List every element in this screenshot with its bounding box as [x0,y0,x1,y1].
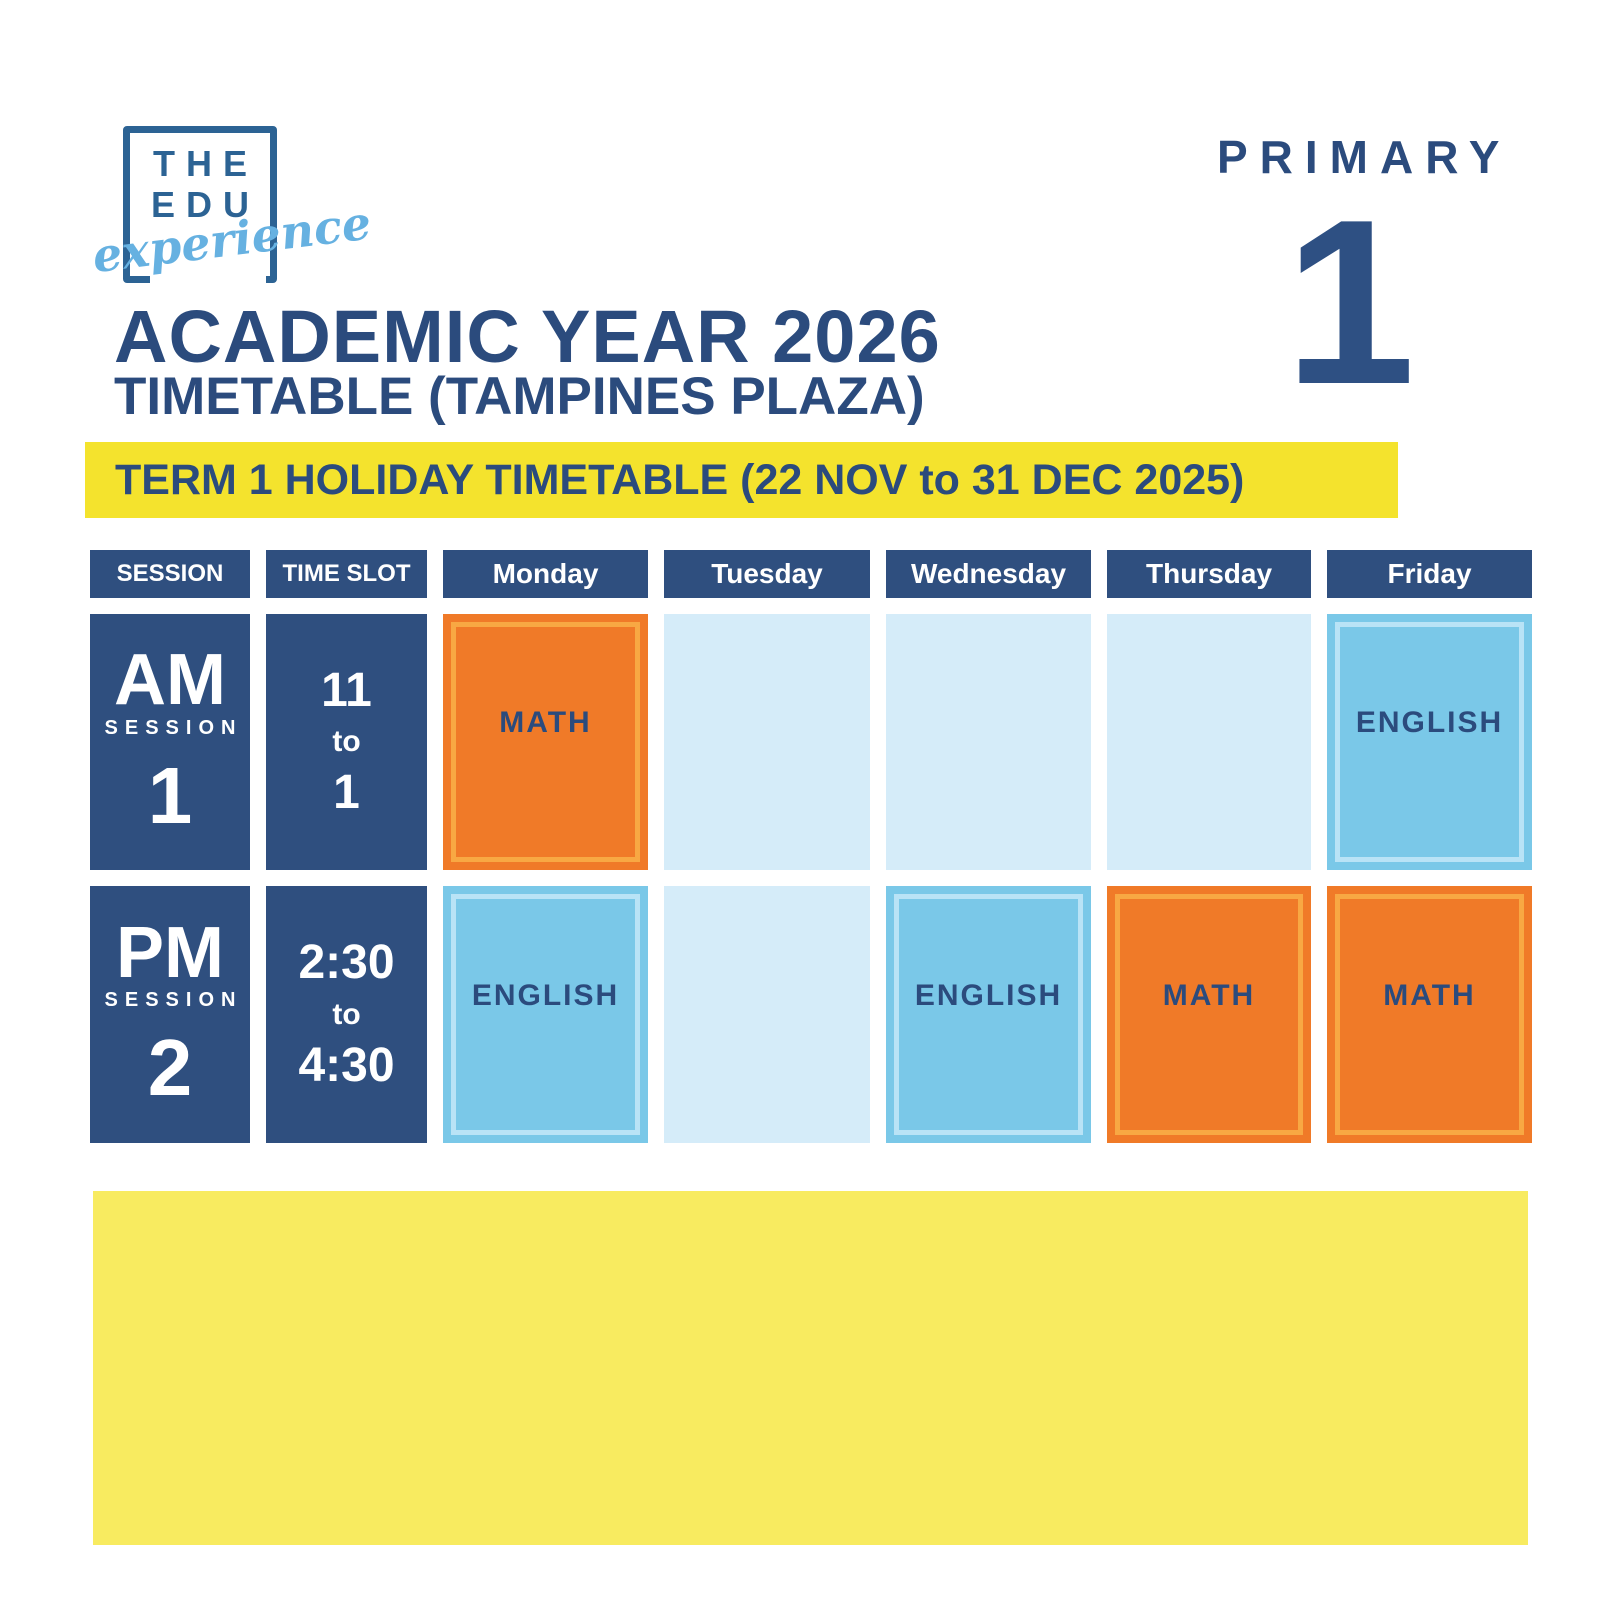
column-header-session: SESSION [90,550,250,598]
subject-label: ENGLISH [914,978,1063,1012]
session-number: 2 [147,1023,193,1113]
session-number: 1 [147,750,193,840]
brand-logo: THE EDU [123,143,277,225]
page-subtitle: TIMETABLE (TAMPINES PLAZA) [114,367,925,426]
subject-label: ENGLISH [1355,706,1504,739]
subject-label: MATH [1162,978,1256,1012]
subject-label: MATH [1383,978,1476,1012]
session-cell-am: AM SESSION 1 [90,614,250,870]
brand-name-line1: THE [153,143,258,184]
column-header-thursday: Thursday [1107,550,1311,598]
column-header-monday: Monday [443,550,648,598]
time-from: 11 [321,663,372,717]
timetable-cell-thursday-pm: MATH [1107,886,1311,1143]
column-header-friday: Friday [1327,550,1532,598]
level-label: PRIMARY [1217,131,1512,183]
logo-border-gap [150,270,266,286]
timetable-cell-tuesday-am [664,614,870,870]
page-title: ACADEMIC YEAR 2026 [114,295,941,378]
time-joiner: to [332,725,361,758]
session-cell-pm: PM SESSION 2 [90,886,250,1143]
timetable-cell-monday-am: MATH [443,614,648,870]
time-slot-cell-pm: 2:30 to 4:30 [266,886,427,1143]
time-from: 2:30 [298,936,395,990]
column-header-tuesday: Tuesday [664,550,870,598]
timetable-cell-tuesday-pm [664,886,870,1143]
time-slot-cell-am: 11 to 1 [266,614,427,870]
level-badge: PRIMARY 1 [1205,130,1512,433]
footer-highlight-block [93,1191,1528,1545]
timetable-cell-wednesday-am [886,614,1091,870]
column-header-wednesday: Wednesday [886,550,1091,598]
subject-label: MATH [499,706,592,739]
timetable-cell-thursday-am [1107,614,1311,870]
time-to: 4:30 [298,1038,395,1092]
timetable-cell-wednesday-pm: ENGLISH [886,886,1091,1143]
timetable-cell-friday-am: ENGLISH [1327,614,1532,870]
session-caption: SESSION [104,716,243,739]
time-joiner: to [332,997,361,1031]
column-header-time-slot: TIME SLOT [266,550,427,598]
session-period: PM [116,912,224,993]
session-period: AM [114,640,226,721]
level-number: 1 [1284,170,1416,433]
session-caption: SESSION [104,989,243,1012]
term-banner-text: TERM 1 HOLIDAY TIMETABLE (22 NOV to 31 D… [115,456,1245,504]
timetable-grid: SESSION TIME SLOT Monday Tuesday Wednesd… [90,550,1532,1143]
timetable-cell-friday-pm: MATH [1327,886,1532,1143]
subject-label: ENGLISH [471,978,620,1012]
time-to: 1 [333,766,360,819]
term-banner: TERM 1 HOLIDAY TIMETABLE (22 NOV to 31 D… [85,442,1398,518]
brand-name-line2: EDU [150,184,260,225]
timetable-cell-monday-pm: ENGLISH [443,886,648,1143]
